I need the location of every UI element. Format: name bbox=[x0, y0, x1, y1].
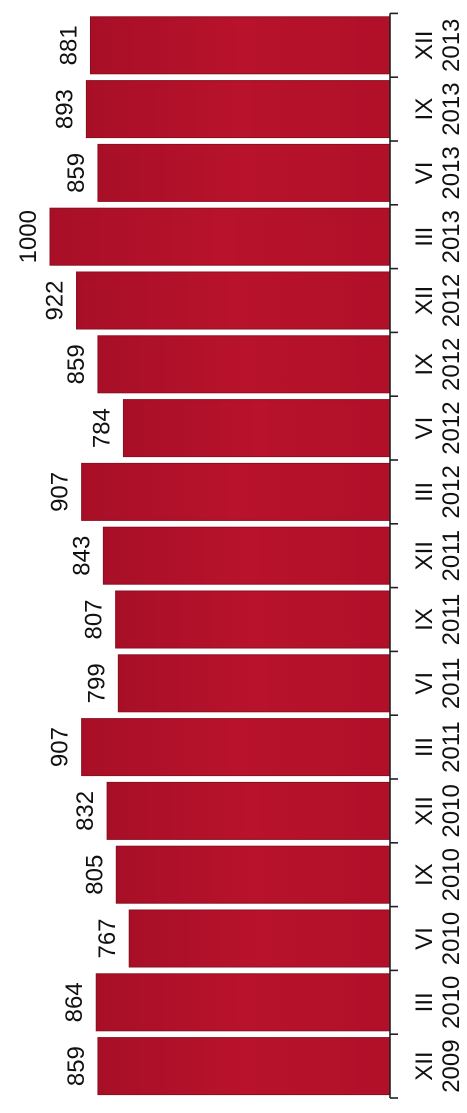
tick-label-month: IX bbox=[411, 98, 438, 121]
category-axis bbox=[389, 12, 398, 1099]
bar bbox=[81, 462, 391, 521]
data-label: 784 bbox=[88, 408, 115, 448]
tick-label-year: 2013 bbox=[438, 210, 465, 263]
data-label: 859 bbox=[63, 153, 90, 193]
tick-label-year: 2013 bbox=[438, 82, 465, 135]
tick-label-year: 2013 bbox=[438, 146, 465, 199]
data-label: 907 bbox=[47, 727, 74, 767]
data-label: 799 bbox=[83, 663, 110, 703]
tick-label-month: III bbox=[411, 737, 438, 757]
bar bbox=[97, 143, 391, 202]
tick-label-month: VI bbox=[411, 927, 438, 950]
tick-label-year: 2013 bbox=[438, 19, 465, 72]
tick-label-year: 2010 bbox=[438, 848, 465, 901]
tick-label-year: 2012 bbox=[438, 465, 465, 518]
bar bbox=[85, 80, 391, 139]
tick-label-month: XII bbox=[411, 286, 438, 315]
tick-label-month: XII bbox=[411, 1051, 438, 1080]
bar bbox=[106, 781, 391, 840]
bar bbox=[115, 845, 391, 904]
tick-label-year: 2010 bbox=[438, 784, 465, 837]
tick-label-year: 2010 bbox=[438, 912, 465, 965]
data-label: 843 bbox=[68, 536, 95, 576]
data-label: 767 bbox=[94, 918, 121, 958]
tick-label-year: 2012 bbox=[438, 401, 465, 454]
bar bbox=[115, 590, 391, 649]
tick-label-year: 2012 bbox=[438, 274, 465, 327]
data-label: 859 bbox=[63, 1046, 90, 1086]
bar bbox=[76, 271, 391, 330]
data-label: 832 bbox=[72, 791, 99, 831]
data-label: 893 bbox=[51, 89, 78, 129]
bar bbox=[81, 718, 391, 777]
tick-label-month: XII bbox=[411, 31, 438, 60]
bar bbox=[102, 526, 391, 585]
data-label: 881 bbox=[55, 25, 82, 65]
bar bbox=[95, 973, 391, 1032]
tick-label-month: VI bbox=[411, 162, 438, 185]
bar bbox=[128, 909, 391, 968]
tick-label-year: 2012 bbox=[438, 338, 465, 391]
tick-label-month: XII bbox=[411, 541, 438, 570]
bar bbox=[97, 1037, 391, 1096]
tick-label-month: VI bbox=[411, 672, 438, 695]
tick-label-month: XII bbox=[411, 796, 438, 825]
tick-label-month: III bbox=[411, 992, 438, 1012]
bar bbox=[122, 399, 391, 458]
bar bbox=[117, 654, 391, 713]
bar bbox=[49, 207, 391, 266]
data-label: 864 bbox=[61, 982, 88, 1022]
data-label: 859 bbox=[63, 344, 90, 384]
tick-label-year: 2009 bbox=[438, 1039, 465, 1092]
data-label: 1000 bbox=[15, 210, 42, 263]
bar bbox=[89, 16, 391, 75]
tick-label-year: 2011 bbox=[438, 594, 465, 646]
tick-label-year: 2011 bbox=[438, 530, 465, 582]
tick-label-month: IX bbox=[411, 608, 438, 631]
data-label: 907 bbox=[47, 472, 74, 512]
tick-label-month: IX bbox=[411, 863, 438, 886]
data-label: 805 bbox=[81, 855, 108, 895]
tick-label-month: III bbox=[411, 482, 438, 502]
data-label: 922 bbox=[42, 280, 69, 320]
bars-group bbox=[49, 16, 391, 1096]
tick-label-month: III bbox=[411, 227, 438, 247]
tick-label-month: VI bbox=[411, 417, 438, 440]
tick-label-year: 2011 bbox=[438, 721, 465, 773]
bar bbox=[97, 335, 391, 394]
tick-label-year: 2010 bbox=[438, 976, 465, 1029]
data-label: 807 bbox=[81, 599, 108, 639]
tick-label-year: 2011 bbox=[438, 657, 465, 709]
tick-label-month: IX bbox=[411, 353, 438, 376]
